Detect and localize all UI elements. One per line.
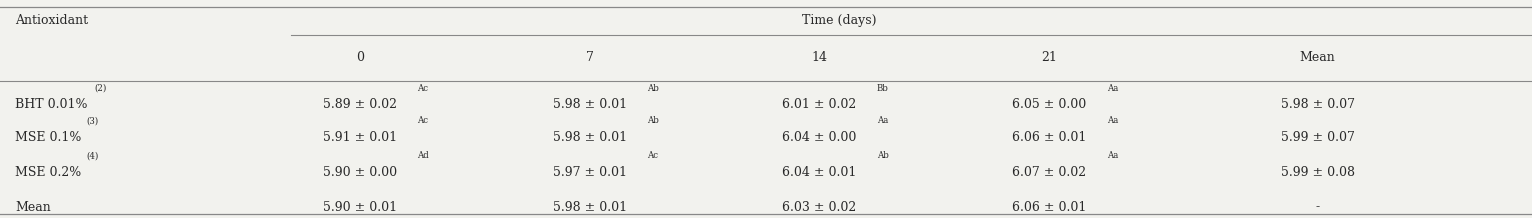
Text: 5.99 ± 0.07: 5.99 ± 0.07 <box>1281 131 1354 144</box>
Text: 5.90 ± 0.01: 5.90 ± 0.01 <box>323 201 397 214</box>
Text: (2): (2) <box>95 84 107 93</box>
Text: MSE 0.2%: MSE 0.2% <box>15 166 81 179</box>
Text: 14: 14 <box>812 51 827 64</box>
Text: 0: 0 <box>355 51 365 64</box>
Text: 5.98 ± 0.01: 5.98 ± 0.01 <box>553 201 627 214</box>
Text: 5.98 ± 0.01: 5.98 ± 0.01 <box>553 131 627 144</box>
Text: (4): (4) <box>86 151 98 160</box>
Text: Aa: Aa <box>1106 151 1118 160</box>
Text: Bb: Bb <box>876 84 889 93</box>
Text: 6.06 ± 0.01: 6.06 ± 0.01 <box>1013 131 1086 144</box>
Text: Ac: Ac <box>647 151 657 160</box>
Text: Ab: Ab <box>876 151 889 160</box>
Text: Antioxidant: Antioxidant <box>15 14 89 27</box>
Text: BHT 0.01%: BHT 0.01% <box>15 98 87 111</box>
Text: 6.04 ± 0.00: 6.04 ± 0.00 <box>783 131 856 144</box>
Text: Time (days): Time (days) <box>801 14 876 27</box>
Text: 6.06 ± 0.01: 6.06 ± 0.01 <box>1013 201 1086 214</box>
Text: Aa: Aa <box>1106 84 1118 93</box>
Text: Ad: Ad <box>417 151 429 160</box>
Text: 6.01 ± 0.02: 6.01 ± 0.02 <box>783 98 856 111</box>
Text: 5.98 ± 0.07: 5.98 ± 0.07 <box>1281 98 1354 111</box>
Text: 5.89 ± 0.02: 5.89 ± 0.02 <box>323 98 397 111</box>
Text: 6.04 ± 0.01: 6.04 ± 0.01 <box>783 166 856 179</box>
Text: Ab: Ab <box>647 84 659 93</box>
Text: 5.99 ± 0.08: 5.99 ± 0.08 <box>1281 166 1354 179</box>
Text: Mean: Mean <box>15 201 51 214</box>
Text: 5.90 ± 0.00: 5.90 ± 0.00 <box>323 166 397 179</box>
Text: 6.03 ± 0.02: 6.03 ± 0.02 <box>783 201 856 214</box>
Text: 21: 21 <box>1042 51 1057 64</box>
Text: Mean: Mean <box>1299 51 1336 64</box>
Text: 5.91 ± 0.01: 5.91 ± 0.01 <box>323 131 397 144</box>
Text: (3): (3) <box>86 116 98 126</box>
Text: 6.07 ± 0.02: 6.07 ± 0.02 <box>1013 166 1086 179</box>
Text: -: - <box>1316 201 1319 214</box>
Text: Ab: Ab <box>647 116 659 126</box>
Text: Ac: Ac <box>417 116 427 126</box>
Text: Aa: Aa <box>1106 116 1118 126</box>
Text: 5.97 ± 0.01: 5.97 ± 0.01 <box>553 166 627 179</box>
Text: 7: 7 <box>585 51 594 64</box>
Text: 6.05 ± 0.00: 6.05 ± 0.00 <box>1013 98 1086 111</box>
Text: Ac: Ac <box>417 84 427 93</box>
Text: 5.98 ± 0.01: 5.98 ± 0.01 <box>553 98 627 111</box>
Text: Aa: Aa <box>876 116 889 126</box>
Text: MSE 0.1%: MSE 0.1% <box>15 131 81 144</box>
